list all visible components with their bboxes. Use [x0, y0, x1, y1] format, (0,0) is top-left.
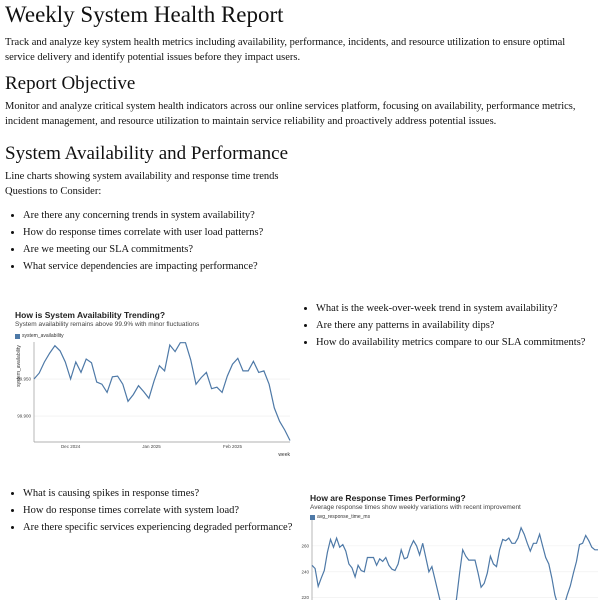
availability-questions-list: What is the week-over-week trend in syst…: [298, 300, 585, 351]
section-description: Line charts showing system availability …: [5, 171, 279, 182]
page-title: Weekly System Health Report: [5, 2, 284, 27]
chart-title: How are Response Times Performing?: [310, 493, 466, 503]
y-tick-label: 99.950: [17, 377, 31, 382]
x-tick-label: Dec 2024: [61, 444, 81, 449]
chart-legend: system_availability: [15, 333, 300, 339]
chart-subtitle: System availability remains above 99.9% …: [15, 321, 200, 328]
y-axis-label: system_availability: [16, 345, 22, 387]
question-item: Are there specific services experiencing…: [23, 519, 292, 536]
question-item: What service dependencies are impacting …: [23, 258, 263, 275]
chart-subtitle: Average response times show weekly varia…: [310, 504, 521, 511]
legend-swatch: [15, 333, 20, 339]
response-chart: How are Response Times Performing? Avera…: [310, 493, 600, 521]
x-axis-label: week: [278, 452, 290, 458]
question-item: How do availability metrics compare to o…: [316, 334, 585, 351]
legend-label: system_availability: [22, 333, 64, 339]
objective-text: Monitor and analyze critical system heal…: [5, 101, 576, 127]
response-chart-plot: 220240260avg_response_time_ms: [301, 520, 598, 600]
x-tick-label: Jan 2025: [142, 444, 161, 449]
question-item: How do response times correlate with use…: [23, 224, 263, 241]
legend-swatch: [310, 514, 315, 520]
section-heading: System Availability and Performance: [5, 143, 288, 164]
chart-title: How is System Availability Trending?: [15, 310, 166, 320]
questions-label: Questions to Consider:: [5, 186, 102, 197]
question-item: How do response times correlate with sys…: [23, 502, 292, 519]
chart-legend: avg_response_time_ms: [310, 514, 600, 520]
response-questions-list: What is causing spikes in response times…: [5, 485, 292, 536]
y-tick-label: 260: [301, 543, 309, 548]
objective-heading: Report Objective: [5, 73, 136, 94]
question-item: What is causing spikes in response times…: [23, 485, 292, 502]
questions-list: Are there any concerning trends in syste…: [5, 207, 263, 275]
x-tick-label: Feb 2025: [223, 444, 243, 449]
question-item: Are there any patterns in availability d…: [316, 317, 585, 334]
availability-chart: How is System Availability Trending? Sys…: [15, 310, 300, 340]
question-item: What is the week-over-week trend in syst…: [316, 300, 585, 317]
question-item: Are there any concerning trends in syste…: [23, 207, 263, 224]
y-tick-label: 240: [301, 569, 309, 574]
y-tick-label: 220: [301, 595, 309, 600]
y-tick-label: 99.900: [17, 414, 31, 419]
intro-text: Track and analyze key system health metr…: [5, 37, 566, 63]
question-item: Are we meeting our SLA commitments?: [23, 241, 263, 258]
series-line: [311, 526, 598, 600]
series-line: [33, 342, 291, 441]
legend-label: avg_response_time_ms: [317, 514, 371, 520]
